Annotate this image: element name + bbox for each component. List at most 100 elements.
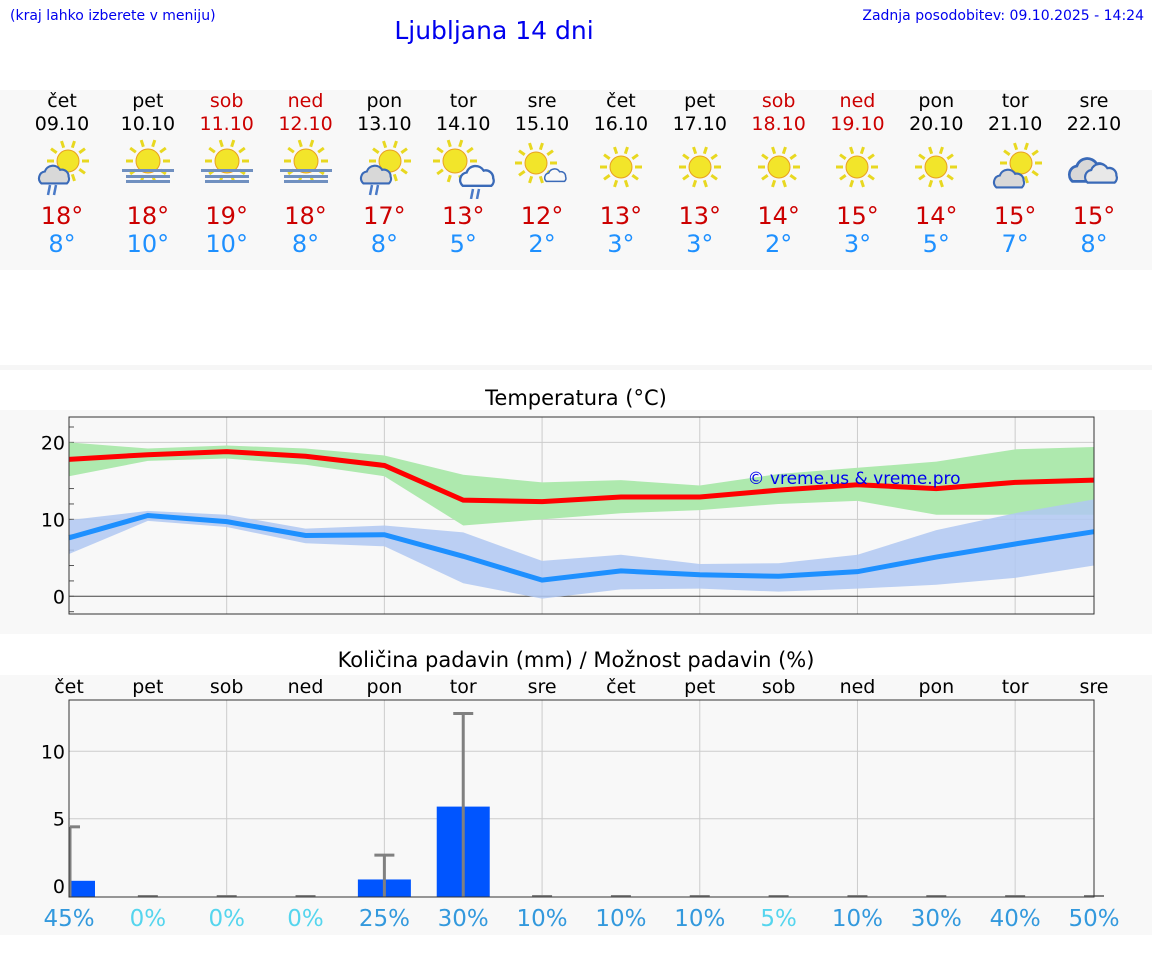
max-temperature: 12° <box>520 202 564 230</box>
max-temperature: 15° <box>993 202 1037 230</box>
day-column: pon 13.10 17° 8° <box>345 90 423 258</box>
precipitation-probability: 5% <box>760 906 797 932</box>
plot-frame <box>68 416 1095 615</box>
sun-fog-icon <box>188 136 266 202</box>
day-name: ned <box>287 90 324 112</box>
sun-fog-icon <box>109 136 187 202</box>
day-column: tor 14.10 13° 5° <box>424 90 502 258</box>
min-temperature: 8° <box>370 230 399 258</box>
day-column: pet 17.10 13° 3° <box>661 90 739 258</box>
sun-icon <box>661 136 739 202</box>
max-temperature: 15° <box>836 202 879 230</box>
sun-icon <box>582 136 660 202</box>
max-temperature: 18° <box>126 202 170 230</box>
day-column: sre 22.10 15° 8° <box>1055 90 1133 258</box>
day-date: 13.10 <box>357 113 412 135</box>
max-temperature: 17° <box>363 202 406 230</box>
precipitation-probability: 10% <box>674 906 725 932</box>
day-column: pon 20.10 14° 5° <box>897 90 975 258</box>
sun-cloud-rain-icon <box>424 136 502 202</box>
day-column: ned 12.10 18° 8° <box>267 90 345 258</box>
day-label: ned <box>840 676 876 698</box>
day-label: sre <box>528 676 557 698</box>
max-temperature: 15° <box>1072 202 1116 230</box>
day-column: sre 15.10 12° 2° <box>503 90 581 258</box>
day-date: 10.10 <box>120 113 176 135</box>
day-name: sob <box>209 90 244 112</box>
day-label: sob <box>210 676 244 698</box>
min-temperature: 5° <box>449 230 477 258</box>
precipitation-probability: 25% <box>359 906 410 932</box>
y-tick-label: 10 <box>41 741 65 763</box>
temperature-chart: 0 10 20 © vreme.us & vreme.pro <box>41 416 1095 615</box>
temperature-chart-panel: 0 10 20 © vreme.us & vreme.pro <box>0 410 1152 634</box>
max-temperature: 13° <box>678 202 722 230</box>
day-date: 16.10 <box>593 113 649 135</box>
day-date: 17.10 <box>672 113 727 135</box>
min-temperature: 8° <box>48 230 76 258</box>
day-label: pon <box>367 676 403 698</box>
precipitation-probability: 10% <box>517 906 568 932</box>
min-temperature: 2° <box>528 230 556 258</box>
max-temperature-band <box>69 442 1094 526</box>
sun-icon <box>740 136 818 202</box>
day-name: pet <box>684 90 716 112</box>
day-name: čet <box>606 90 636 112</box>
precipitation-probability: 45% <box>43 906 94 932</box>
max-temperature: 18° <box>40 202 84 230</box>
day-column: pet 10.10 18° 10° <box>109 90 187 258</box>
day-name: pon <box>918 90 955 112</box>
day-date: 18.10 <box>751 113 806 135</box>
watermark: © vreme.us & vreme.pro <box>747 469 960 489</box>
day-name: čet <box>47 90 77 112</box>
precipitation-probability: 0% <box>208 906 245 932</box>
day-column: čet 09.10 18° 8° <box>23 90 101 258</box>
precipitation-chart-title: Količina padavin (mm) / Možnost padavin … <box>337 648 815 672</box>
precipitation-bar <box>69 880 95 897</box>
sun-fog-icon <box>267 136 345 202</box>
precipitation-chart: 0 5 10 čet pet sob ned pon tor sre čet pet sob ned pon… <box>41 676 1120 932</box>
day-label: čet <box>606 676 636 698</box>
min-temperature: 5° <box>922 230 950 258</box>
day-date: 22.10 <box>1066 113 1122 135</box>
daily-forecast-panel: čet 09.10 18° 8° pet 10.10 18° 10° sob 11.… <box>0 90 1152 270</box>
last-updated: Zadnja posodobitev: 09.10.2025 - 14:24 <box>862 8 1144 24</box>
day-date: 21.10 <box>987 113 1043 135</box>
day-date: 20.10 <box>909 113 964 135</box>
day-date: 14.10 <box>436 113 491 135</box>
y-tick-label: 20 <box>41 432 65 454</box>
min-temperature: 8° <box>291 230 320 258</box>
y-tick-label: 10 <box>41 509 65 531</box>
precipitation-probability: 0% <box>287 906 324 932</box>
day-column: ned 19.10 15° 3° <box>818 90 896 258</box>
max-temperature: 13° <box>441 202 485 230</box>
day-date: 12.10 <box>278 113 333 135</box>
max-temperature-line <box>68 449 1095 505</box>
day-label: sre <box>1080 676 1109 698</box>
day-label: čet <box>54 676 84 698</box>
partly-cloudy-rain-icon <box>345 136 423 202</box>
min-temperature: 10° <box>205 230 248 258</box>
day-name: tor <box>449 90 477 112</box>
min-temperature: 3° <box>843 230 872 258</box>
sun-icon <box>897 136 975 202</box>
precipitation-probability: 30% <box>438 906 489 932</box>
day-name: tor <box>1001 90 1029 112</box>
precipitation-probability: 10% <box>832 906 883 932</box>
day-name: pon <box>366 90 403 112</box>
max-temperature: 19° <box>205 202 248 230</box>
day-date: 09.10 <box>34 113 90 135</box>
day-label: ned <box>288 676 324 698</box>
page-title: Ljubljana 14 dni <box>394 16 594 45</box>
min-temperature: 7° <box>1001 230 1029 258</box>
day-name: pet <box>132 90 164 112</box>
day-name: sre <box>1079 90 1109 112</box>
day-label: sob <box>762 676 796 698</box>
y-tick-label: 0 <box>53 876 65 898</box>
max-temperature: 13° <box>599 202 643 230</box>
precipitation-chart-panel: 0 5 10 čet pet sob ned pon tor sre čet pet sob ned pon… <box>0 675 1152 935</box>
partly-cloudy-rain-icon <box>23 136 101 202</box>
precipitation-probability: 50% <box>1068 906 1119 932</box>
day-label: pon <box>918 676 954 698</box>
cloudy-icon <box>1055 136 1133 202</box>
